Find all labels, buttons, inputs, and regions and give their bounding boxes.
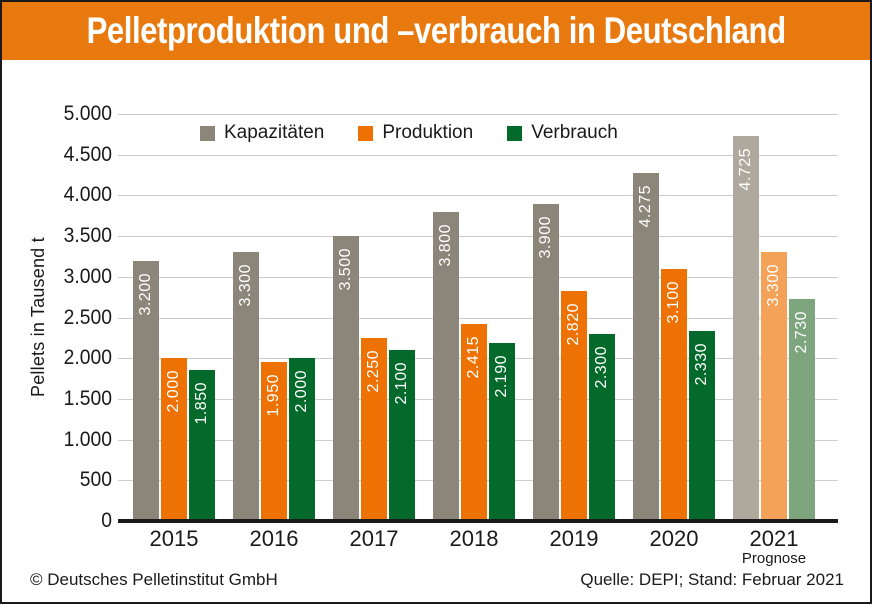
legend: Kapazitäten Produktion Verbrauch xyxy=(200,122,618,144)
bar-verbrauch-2018: 2.190 xyxy=(489,343,515,521)
bar-kapazitäten-2017: 3.500 xyxy=(333,236,359,521)
x-tick-label-2020: 2020 xyxy=(649,526,699,551)
gridline xyxy=(118,236,838,237)
bar-value-label: 3.300 xyxy=(237,264,254,307)
y-tick-label: 500 xyxy=(79,468,112,491)
legend-label-verbrauch: Verbrauch xyxy=(531,122,618,143)
legend-swatch-kapazitaeten xyxy=(200,125,215,141)
y-axis-title: Pellets in Tausend t xyxy=(28,237,48,398)
bar-verbrauch-2019: 2.300 xyxy=(589,334,615,521)
legend-swatch-verbrauch xyxy=(507,125,523,141)
bar-value-label: 2.000 xyxy=(165,370,182,413)
copyright-text: © Deutsches Pelletinstitut GmbH xyxy=(30,570,278,589)
bar-value-label: 2.250 xyxy=(365,350,382,393)
bar-value-label: 2.820 xyxy=(565,303,582,346)
bar-kapazitäten-2021: 4.725 xyxy=(733,136,759,521)
x-tick-label-2016: 2016 xyxy=(249,526,299,551)
bar-produktion-2019: 2.820 xyxy=(561,291,587,521)
y-tick-label: 1.500 xyxy=(63,387,112,410)
bar-value-label: 3.200 xyxy=(137,273,154,316)
bar-kapazitäten-2019: 3.900 xyxy=(533,204,559,521)
bar-kapazitäten-2016: 3.300 xyxy=(233,252,259,521)
y-tick-label: 5.000 xyxy=(63,102,112,125)
bar-verbrauch-2020: 2.330 xyxy=(689,331,715,521)
bar-value-label: 3.300 xyxy=(765,264,782,307)
bar-kapazitäten-2018: 3.800 xyxy=(433,212,459,521)
legend-item-produktion: Produktion xyxy=(358,122,473,144)
bar-value-label: 3.900 xyxy=(537,216,554,259)
gridline xyxy=(118,114,838,115)
y-tick-label: 3.000 xyxy=(63,265,112,288)
y-tick-label: 4.500 xyxy=(63,143,112,166)
title-bar: Pelletproduktion und –verbrauch in Deuts… xyxy=(2,2,870,60)
legend-label-kapazitaeten: Kapazitäten xyxy=(224,122,325,143)
y-tick-label: 1.000 xyxy=(63,428,112,451)
chart-title: Pelletproduktion und –verbrauch in Deuts… xyxy=(86,10,786,51)
bar-verbrauch-2016: 2.000 xyxy=(289,358,315,521)
bar-verbrauch-2021: 2.730 xyxy=(789,299,815,521)
x-tick-label-2018: 2018 xyxy=(449,526,499,551)
x-tick-label-2015: 2015 xyxy=(149,526,199,551)
bar-produktion-2017: 2.250 xyxy=(361,338,387,521)
bar-value-label: 1.950 xyxy=(265,374,282,417)
bar-value-label: 4.725 xyxy=(737,148,754,191)
bar-value-label: 3.500 xyxy=(337,248,354,291)
bar-value-label: 2.415 xyxy=(465,336,482,379)
legend-label-produktion: Produktion xyxy=(382,122,474,143)
prognose-note: Prognose xyxy=(741,550,807,567)
y-tick-label: 0 xyxy=(101,509,112,532)
bar-value-label: 2.100 xyxy=(393,362,410,405)
y-tick-label: 2.500 xyxy=(63,306,112,329)
bar-value-label: 2.730 xyxy=(793,311,810,354)
bar-value-label: 2.330 xyxy=(693,343,710,386)
gridline xyxy=(118,195,838,196)
legend-item-kapazitaeten: Kapazitäten xyxy=(200,122,324,144)
bar-verbrauch-2017: 2.100 xyxy=(389,350,415,521)
source-text: Quelle: DEPI; Stand: Februar 2021 xyxy=(580,570,844,589)
y-tick-label: 2.000 xyxy=(63,346,112,369)
x-axis-line xyxy=(118,519,838,523)
gridline xyxy=(118,318,838,319)
bar-produktion-2018: 2.415 xyxy=(461,324,487,521)
bar-value-label: 2.300 xyxy=(593,346,610,389)
bar-produktion-2020: 3.100 xyxy=(661,269,687,521)
x-tick-label-2021: 2021 xyxy=(749,526,799,551)
legend-swatch-produktion xyxy=(358,125,374,141)
bar-produktion-2016: 1.950 xyxy=(261,362,287,521)
footer: © Deutsches Pelletinstitut GmbH Quelle: … xyxy=(30,570,844,590)
gridline xyxy=(118,277,838,278)
legend-item-verbrauch: Verbrauch xyxy=(507,122,618,144)
bar-produktion-2021: 3.300 xyxy=(761,252,787,521)
x-tick-label-2019: 2019 xyxy=(549,526,599,551)
y-tick-label: 3.500 xyxy=(63,224,112,247)
bar-value-label: 3.100 xyxy=(665,281,682,324)
bar-value-label: 1.850 xyxy=(193,382,210,425)
bar-value-label: 2.190 xyxy=(493,355,510,398)
bar-value-label: 4.275 xyxy=(637,185,654,228)
x-tick-label-2017: 2017 xyxy=(349,526,399,551)
bar-produktion-2015: 2.000 xyxy=(161,358,187,521)
bar-verbrauch-2015: 1.850 xyxy=(189,370,215,521)
gridline xyxy=(118,155,838,156)
bar-value-label: 2.000 xyxy=(293,370,310,413)
bar-kapazitäten-2020: 4.275 xyxy=(633,173,659,521)
bar-kapazitäten-2015: 3.200 xyxy=(133,261,159,521)
bar-value-label: 3.800 xyxy=(437,224,454,267)
y-tick-label: 4.000 xyxy=(63,183,112,206)
